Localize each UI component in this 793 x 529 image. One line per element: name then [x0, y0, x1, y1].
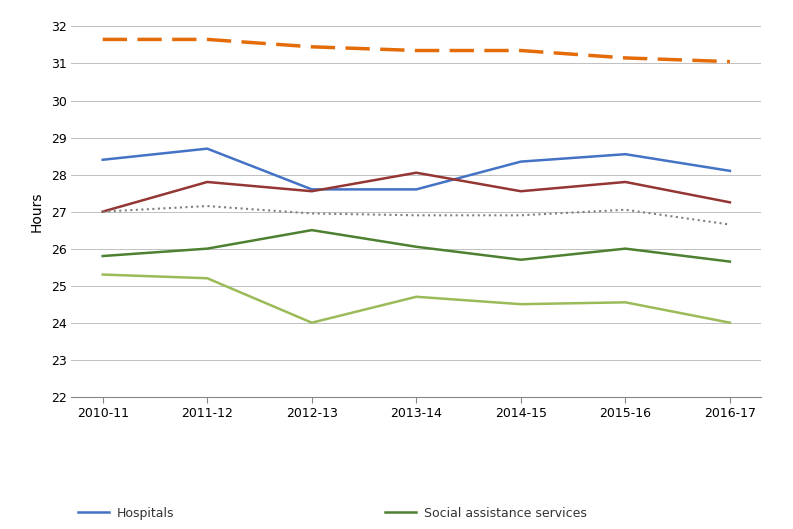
Y-axis label: Hours: Hours: [29, 191, 44, 232]
Legend: Hospitals, Medical and other health care services, Residential care services, So: Hospitals, Medical and other health care…: [78, 507, 722, 529]
